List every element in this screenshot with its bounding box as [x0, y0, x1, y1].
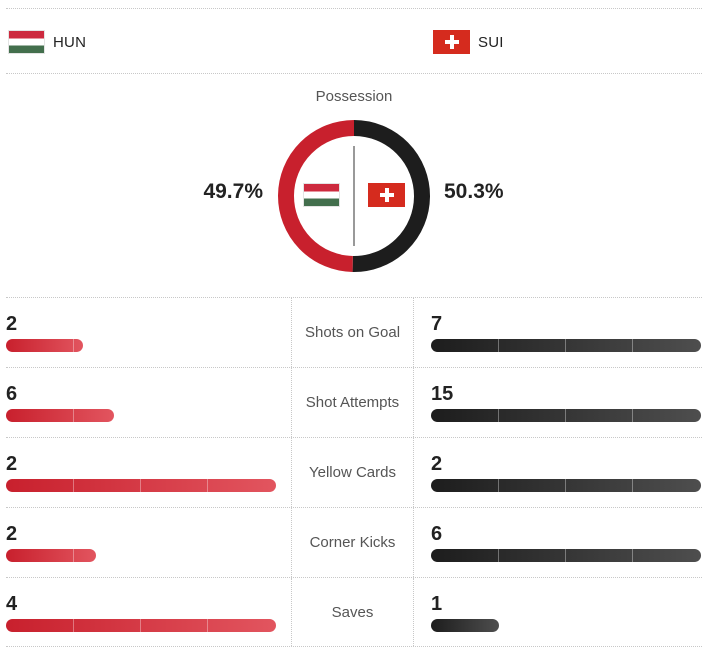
home-stat-bar	[6, 409, 114, 422]
stat-row: 2 Corner Kicks 6	[6, 507, 702, 577]
away-possession-value: 50.3%	[444, 180, 504, 203]
away-stat-value: 15	[431, 383, 454, 405]
home-possession-value: 49.7%	[203, 180, 263, 203]
hungary-flag-icon	[303, 183, 340, 207]
home-stat-bar	[6, 339, 83, 352]
bar-segment-divider	[498, 479, 499, 492]
bar-segment-divider	[207, 479, 208, 492]
stat-row: 6 Shot Attempts 15	[6, 367, 702, 437]
bar-segment-divider	[565, 409, 566, 422]
bar-segment-divider	[207, 619, 208, 632]
stats-table: 2 Shots on Goal 7 6 Shot Attempts 15 2 Yellow C…	[6, 297, 702, 647]
stat-label: Yellow Cards	[291, 438, 414, 507]
away-stat-bar	[431, 619, 499, 632]
bar-segment-divider	[73, 619, 74, 632]
away-stat-value: 2	[431, 453, 443, 475]
stat-row: 4 Saves 1	[6, 577, 702, 647]
stat-row: 2 Yellow Cards 2	[6, 437, 702, 507]
bar-segment-divider	[565, 479, 566, 492]
home-team-name: HUN	[53, 33, 87, 51]
hungary-flag-icon	[8, 30, 45, 54]
home-stat-value: 2	[6, 523, 18, 545]
home-stat-value: 2	[6, 313, 18, 335]
bar-segment-divider	[498, 339, 499, 352]
away-team: SUI	[433, 30, 504, 54]
possession-section: Possession 49.7% 50.3%	[6, 74, 702, 297]
possession-title: Possession	[315, 88, 393, 105]
stat-label: Shots on Goal	[291, 298, 414, 367]
bar-segment-divider	[632, 549, 633, 562]
switzerland-flag-icon	[368, 183, 405, 207]
match-stats-panel: HUN SUI Possession 49.7% 50.3% 2 Shots on…	[6, 0, 702, 653]
away-stat-value: 1	[431, 593, 443, 615]
bar-segment-divider	[498, 549, 499, 562]
away-stat-bar	[431, 339, 701, 352]
bar-segment-divider	[73, 549, 74, 562]
bar-segment-divider	[73, 479, 74, 492]
home-stat-bar	[6, 619, 276, 632]
bar-segment-divider	[140, 619, 141, 632]
bar-segment-divider	[632, 409, 633, 422]
home-stat-value: 6	[6, 383, 18, 405]
possession-donut-chart	[278, 120, 430, 272]
stat-label: Corner Kicks	[291, 508, 414, 577]
away-stat-value: 7	[431, 313, 443, 335]
bar-segment-divider	[565, 339, 566, 352]
away-stat-bar	[431, 479, 701, 492]
away-team-name: SUI	[478, 33, 504, 51]
bar-segment-divider	[632, 339, 633, 352]
bar-segment-divider	[632, 479, 633, 492]
home-stat-value: 4	[6, 593, 18, 615]
home-stat-value: 2	[6, 453, 18, 475]
away-stat-bar	[431, 409, 701, 422]
bar-segment-divider	[498, 409, 499, 422]
stat-row: 2 Shots on Goal 7	[6, 297, 702, 367]
bar-segment-divider	[73, 339, 74, 352]
home-stat-bar	[6, 549, 96, 562]
away-possession-arc	[352, 120, 430, 272]
home-stat-bar	[6, 479, 276, 492]
home-possession-arc	[278, 120, 355, 272]
switzerland-flag-icon	[433, 30, 470, 54]
away-stat-bar	[431, 549, 701, 562]
teams-header: HUN SUI	[6, 8, 702, 74]
home-team: HUN	[8, 30, 86, 54]
away-stat-value: 6	[431, 523, 443, 545]
stat-label: Saves	[291, 578, 414, 646]
bar-segment-divider	[565, 549, 566, 562]
bar-segment-divider	[73, 409, 74, 422]
stat-label: Shot Attempts	[291, 368, 414, 437]
bar-segment-divider	[140, 479, 141, 492]
